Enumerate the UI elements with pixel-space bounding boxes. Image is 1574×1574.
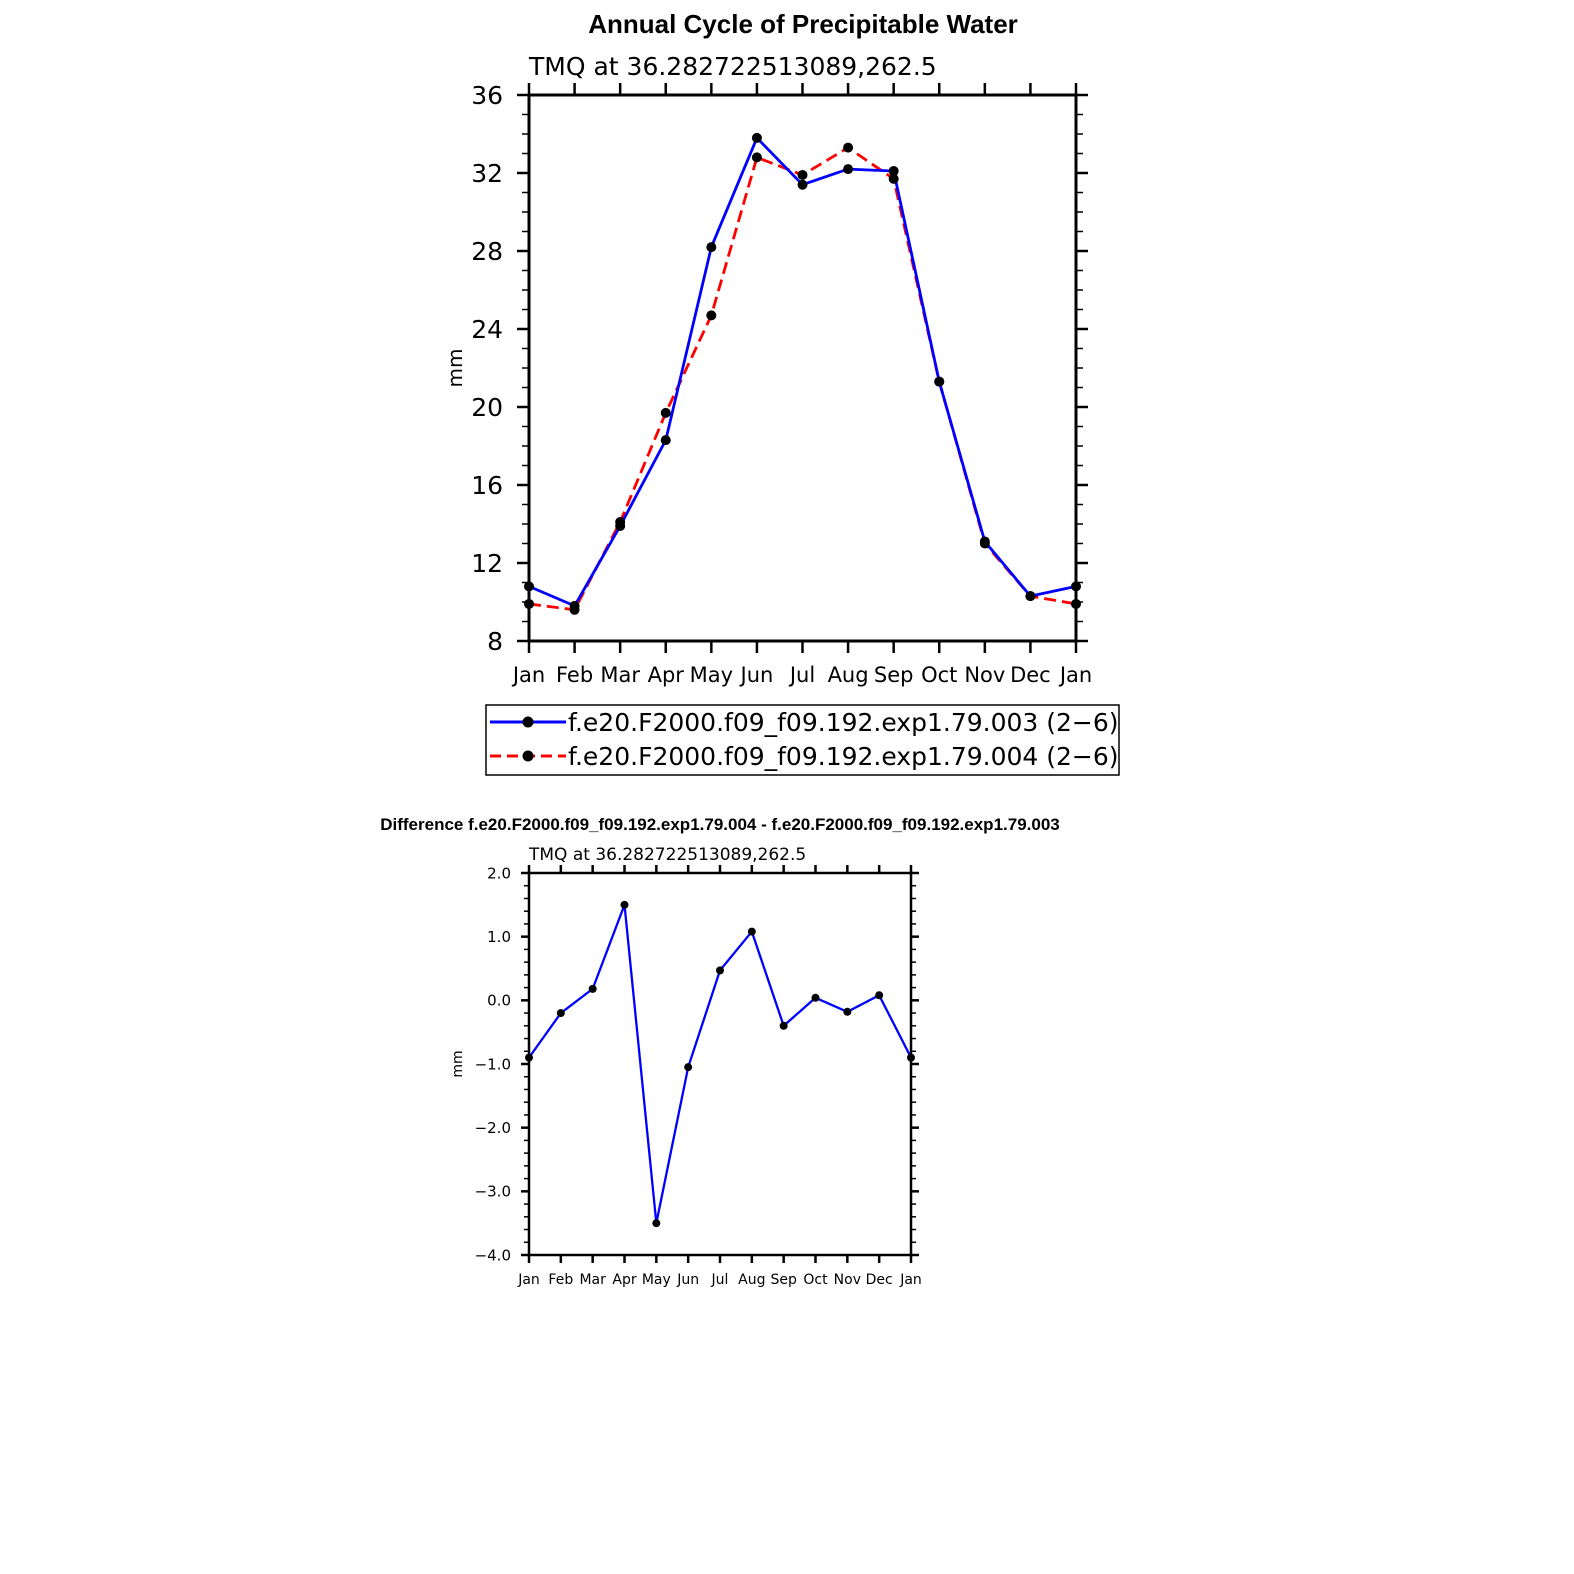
data-point xyxy=(588,984,597,993)
y-tick-label: −4.0 xyxy=(475,1246,511,1264)
x-tick-label: Aug xyxy=(828,663,869,687)
data-point xyxy=(660,407,671,418)
data-point xyxy=(888,173,899,184)
x-tick-label: Aug xyxy=(738,1272,765,1288)
data-point xyxy=(797,169,808,180)
x-tick-label: Jul xyxy=(711,1272,729,1288)
data-point xyxy=(1025,591,1036,602)
data-point xyxy=(747,927,756,936)
x-tick-label: Jan xyxy=(517,1272,540,1288)
data-point xyxy=(751,152,762,163)
legend-box xyxy=(485,704,1120,776)
chart-title: Difference f.e20.F2000.f09_f09.192.exp1.… xyxy=(380,815,1060,834)
data-point xyxy=(875,991,884,1000)
series-lines xyxy=(524,132,1081,615)
axis-ticks: Jan Feb Mar Apr May Jun Jul Aug Sep Oct Nov Dec Jan 8… xyxy=(471,81,1092,687)
series-line xyxy=(528,136,1077,608)
x-tick-label: Nov xyxy=(964,663,1005,687)
y-tick-label: 1.0 xyxy=(487,928,511,946)
x-tick-label: Jun xyxy=(676,1272,699,1288)
data-point xyxy=(811,993,820,1002)
data-point xyxy=(706,310,717,321)
data-point xyxy=(843,164,854,175)
x-tick-label: Sep xyxy=(770,1272,797,1288)
x-tick-label: May xyxy=(642,1272,671,1288)
data-point xyxy=(716,966,724,975)
x-tick-label: Jan xyxy=(1058,663,1092,687)
y-tick-label: −1.0 xyxy=(475,1055,511,1073)
x-tick-label: Jan xyxy=(899,1272,922,1288)
precipitable-water-chart: Annual Cycle of Precipitable Water TMQ a… xyxy=(443,9,1120,776)
data-point xyxy=(779,1021,788,1030)
series-lines xyxy=(525,900,915,1228)
data-point xyxy=(843,142,854,153)
y-tick-label: 32 xyxy=(471,159,503,188)
y-tick-label: −3.0 xyxy=(475,1183,511,1201)
x-tick-label: Nov xyxy=(834,1272,861,1288)
y-tick-label: 28 xyxy=(471,237,503,266)
data-point xyxy=(615,517,626,528)
plot-frame xyxy=(527,93,1078,643)
legend-label: f.e20.F2000.f09_f09.192.exp1.79.004 (2−6… xyxy=(568,742,1119,771)
y-axis-label: mm xyxy=(443,349,467,388)
x-tick-label: Dec xyxy=(866,1272,893,1288)
x-tick-label: May xyxy=(690,663,733,687)
plot-frame xyxy=(527,871,913,1257)
x-tick-label: Jun xyxy=(739,663,774,687)
y-tick-label: −2.0 xyxy=(475,1119,511,1137)
legend: f.e20.F2000.f09_f09.192.exp1.79.003 (2−6… xyxy=(485,704,1120,776)
x-tick-label: Oct xyxy=(921,663,957,687)
legend-label: f.e20.F2000.f09_f09.192.exp1.79.003 (2−6… xyxy=(568,708,1119,737)
x-tick-label: Sep xyxy=(874,663,914,687)
x-tick-label: Mar xyxy=(579,1272,606,1288)
legend-entry-003: f.e20.F2000.f09_f09.192.exp1.79.003 (2−6… xyxy=(490,708,1119,737)
difference-chart: Difference f.e20.F2000.f09_f09.192.exp1.… xyxy=(380,815,1060,1288)
y-tick-label: 0.0 xyxy=(487,992,511,1010)
data-point xyxy=(934,376,945,387)
legend-entry-004: f.e20.F2000.f09_f09.192.exp1.79.004 (2−6… xyxy=(490,742,1119,771)
y-tick-label: 2.0 xyxy=(487,864,511,882)
x-tick-label: Apr xyxy=(612,1272,636,1288)
data-point xyxy=(706,242,717,253)
y-tick-label: 24 xyxy=(471,315,503,344)
data-point xyxy=(556,1009,565,1018)
chart-subtitle: TMQ at 36.282722513089,262.5 xyxy=(528,845,806,865)
x-tick-label: Mar xyxy=(600,663,640,687)
data-point xyxy=(888,166,899,177)
x-tick-label: Feb xyxy=(556,663,593,687)
x-tick-label: Jan xyxy=(511,663,545,687)
data-point xyxy=(684,1063,693,1072)
x-tick-label: Apr xyxy=(648,663,685,687)
series-line xyxy=(528,903,913,1225)
axis-ticks: Jan Feb Mar Apr May Jun Jul Aug Sep Oct Nov Dec Jan−… xyxy=(475,864,922,1288)
data-point xyxy=(843,1007,852,1016)
y-axis-label: mm xyxy=(450,1050,466,1077)
data-point xyxy=(620,900,629,909)
y-tick-label: 20 xyxy=(471,393,503,422)
x-tick-label: Dec xyxy=(1010,663,1051,687)
data-point xyxy=(660,435,671,446)
y-tick-label: 8 xyxy=(487,627,503,656)
x-tick-label: Jul xyxy=(788,663,815,687)
chart-title: Annual Cycle of Precipitable Water xyxy=(588,9,1018,39)
y-tick-label: 36 xyxy=(471,81,503,110)
data-point xyxy=(797,179,808,190)
y-tick-label: 12 xyxy=(471,549,503,578)
legend-marker xyxy=(522,750,534,762)
chart-subtitle: TMQ at 36.282722513089,262.5 xyxy=(528,52,937,81)
x-tick-label: Feb xyxy=(548,1272,573,1288)
data-point xyxy=(751,132,762,143)
legend-marker xyxy=(522,716,534,728)
data-point xyxy=(979,538,990,549)
data-point xyxy=(652,1219,661,1228)
data-point xyxy=(569,604,580,615)
y-tick-label: 16 xyxy=(471,471,503,500)
x-tick-label: Oct xyxy=(803,1272,828,1288)
